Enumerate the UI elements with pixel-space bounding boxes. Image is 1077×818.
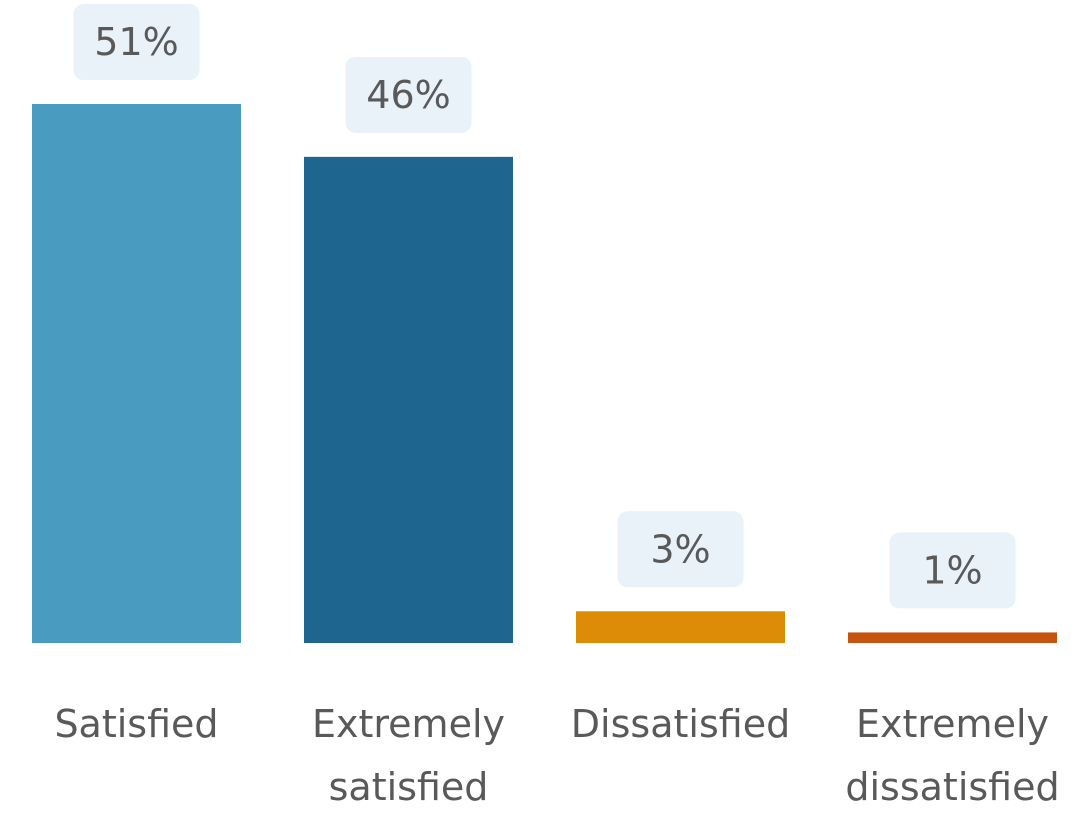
bar-extremely-dissatisfied	[848, 632, 1057, 643]
data-label-extremely-dissatisfied: 1%	[889, 532, 1016, 609]
category-label-extremely-dissatisfied: Extremely dissatisfied	[845, 702, 1059, 809]
data-label-text: 51%	[94, 20, 178, 64]
data-label-extremely-satisfied: 46%	[345, 56, 472, 133]
category-labels-group: Satisfied Extremely satisfied Dissatisfied E…	[54, 702, 1059, 809]
category-label-line: satisfied	[329, 765, 489, 809]
bar-dissatisfied	[576, 611, 785, 643]
data-label-satisfied: 51%	[73, 4, 200, 80]
category-label-line: Extremely	[312, 702, 505, 746]
data-label-box	[73, 4, 200, 80]
data-label-dissatisfied: 3%	[617, 511, 744, 588]
bars-group	[32, 104, 1057, 643]
data-label-box	[617, 511, 744, 588]
category-label-extremely-satisfied: Extremely satisfied	[312, 702, 505, 809]
category-label-line: Extremely	[856, 702, 1049, 746]
category-label-line: Satisfied	[54, 702, 218, 746]
bar-satisfied	[32, 104, 241, 643]
data-label-text: 46%	[366, 73, 450, 117]
data-label-text: 1%	[922, 548, 982, 592]
category-label-line: Dissatisfied	[571, 702, 790, 746]
bar-extremely-satisfied	[304, 156, 513, 643]
category-label-line: dissatisfied	[845, 765, 1059, 809]
data-label-text: 3%	[650, 527, 710, 571]
category-label-dissatisfied: Dissatisfied	[571, 702, 790, 746]
data-label-box	[889, 532, 1016, 609]
category-label-satisfied: Satisfied	[54, 702, 218, 746]
value-labels-group: 51% 46% 3% 1%	[73, 4, 1016, 609]
data-label-box	[345, 56, 472, 133]
